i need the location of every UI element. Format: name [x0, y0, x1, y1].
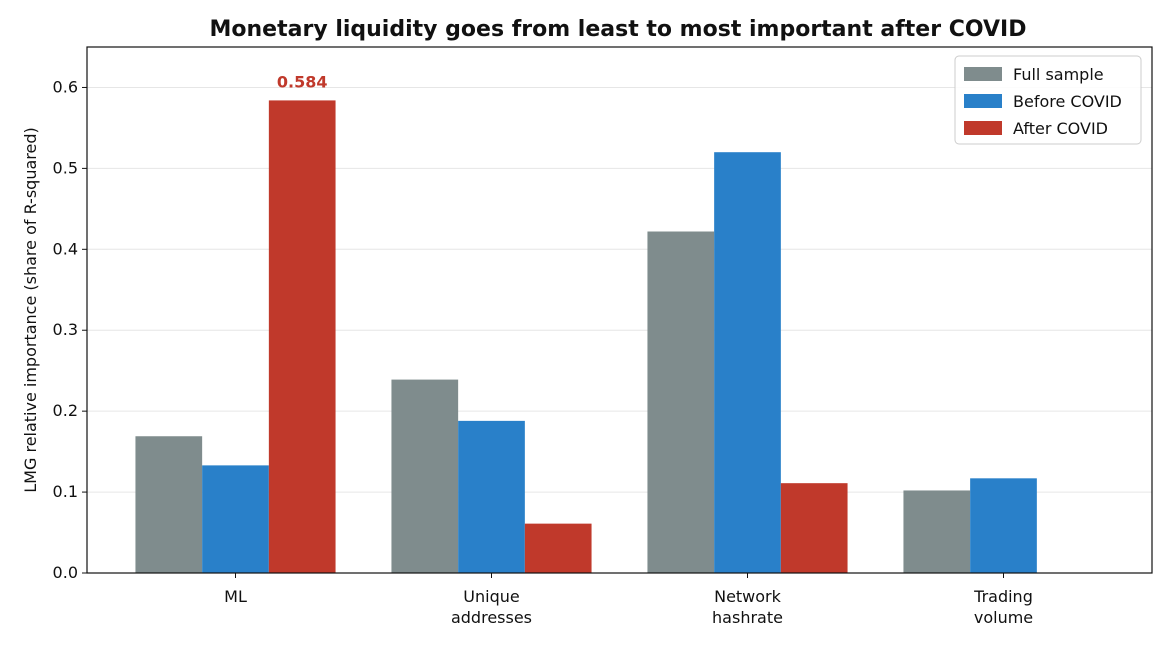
y-axis-ticks: 0.0 0.1 0.2 0.3 0.4 0.5 0.6 — [53, 77, 87, 582]
legend-swatch — [964, 67, 1002, 81]
x-tick-label: hashrate — [712, 608, 783, 627]
bar — [714, 152, 781, 573]
legend-swatch — [964, 121, 1002, 135]
bar — [524, 523, 592, 573]
bar — [268, 100, 336, 573]
y-tick-label: 0.0 — [53, 563, 78, 582]
y-tick-label: 0.2 — [53, 401, 78, 420]
value-annotation: 0.584 — [277, 72, 328, 91]
y-tick-label: 0.6 — [53, 77, 78, 96]
annotations: 0.584 — [277, 72, 328, 91]
x-tick-label: ML — [224, 587, 247, 606]
x-tick-label: addresses — [451, 608, 532, 627]
x-tick-label: volume — [974, 608, 1033, 627]
bar — [202, 465, 269, 573]
legend-label: Full sample — [1013, 65, 1104, 84]
bar — [458, 420, 525, 573]
legend-label: Before COVID — [1013, 92, 1122, 111]
legend-swatch — [964, 94, 1002, 108]
x-tick-label: Network — [714, 587, 782, 606]
chart-title: Monetary liquidity goes from least to mo… — [210, 17, 1027, 42]
bar — [391, 379, 459, 573]
x-tick-label: Trading — [973, 587, 1033, 606]
legend: Full sample Before COVID After COVID — [954, 55, 1142, 145]
legend-label: After COVID — [1013, 119, 1108, 138]
y-tick-label: 0.5 — [53, 158, 78, 177]
bar — [903, 490, 971, 573]
y-tick-label: 0.1 — [53, 482, 78, 501]
y-tick-label: 0.3 — [53, 320, 78, 339]
bar — [780, 483, 848, 573]
y-axis-label: LMG relative importance (share of R-squa… — [21, 127, 40, 492]
x-tick-label: Unique — [463, 587, 519, 606]
x-axis-ticks: ML Unique addresses Network hashrate Trading v… — [224, 573, 1033, 627]
bar — [970, 478, 1037, 573]
plot-area-frame — [86, 46, 1153, 574]
y-tick-label: 0.4 — [53, 239, 78, 258]
bar — [135, 436, 203, 573]
bars — [135, 100, 1037, 573]
bar — [647, 231, 715, 573]
